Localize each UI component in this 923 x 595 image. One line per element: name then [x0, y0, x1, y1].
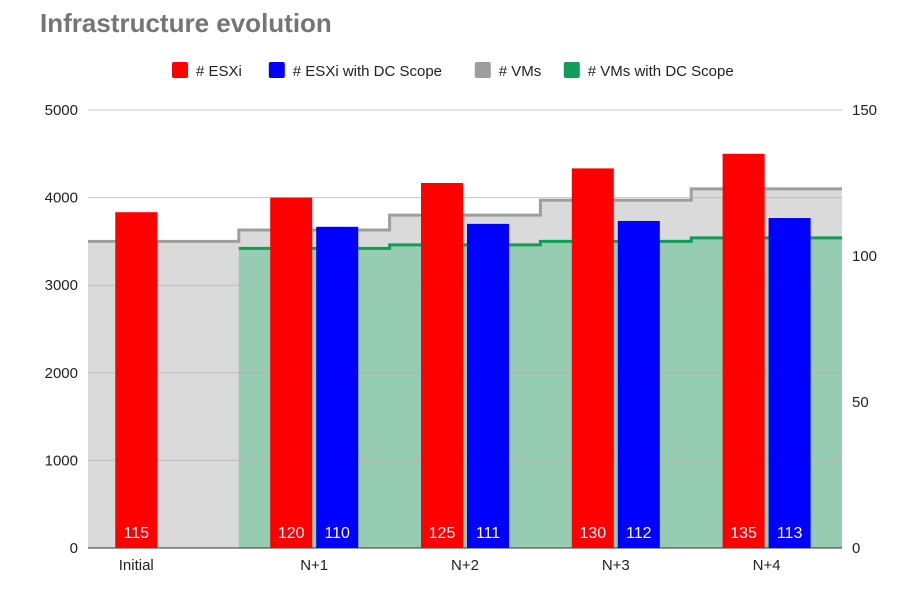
data-label: 112 [626, 525, 652, 542]
x-tick-label: N+1 [300, 557, 328, 574]
legend-label-1: # ESXi with DC Scope [293, 63, 442, 80]
x-tick-label: N+4 [753, 557, 781, 574]
bar-0-0 [115, 212, 158, 548]
data-label: 113 [777, 525, 803, 542]
data-label: 130 [579, 525, 606, 542]
right-tick-label: 150 [852, 102, 877, 119]
right-tick-label: 100 [852, 248, 877, 265]
right-tick-label: 50 [852, 394, 869, 411]
bar-layer: 115 120 110 125 111 130 112 135 113 [115, 153, 811, 549]
data-label: 110 [324, 525, 350, 542]
bar-1-1 [316, 226, 359, 549]
data-label: 135 [730, 525, 757, 542]
chart-title: Infrastructure evolution [40, 8, 332, 38]
left-tick-label: 0 [70, 540, 78, 557]
right-tick-label: 0 [852, 540, 860, 557]
bar-1-2 [467, 223, 509, 548]
bar-0-4 [722, 153, 765, 549]
legend-label-2: # VMs [499, 63, 542, 80]
bar-1-3 [617, 220, 660, 548]
data-label: 115 [123, 525, 149, 542]
data-label: 125 [429, 525, 456, 542]
left-tick-label: 1000 [45, 452, 78, 469]
axes-layer: 0 1000 2000 3000 4000 5000 0 50 100 150 Initial N+1… [45, 102, 877, 574]
x-tick-label: Initial [119, 557, 154, 574]
bar-0-1 [270, 197, 313, 548]
legend-label-0: # ESXi [196, 63, 242, 80]
line-series-1 [238, 236, 842, 250]
data-label: 120 [278, 525, 305, 542]
line-series-0 [88, 187, 842, 243]
legend-swatch-3 [563, 62, 580, 78]
x-tick-label: N+2 [451, 557, 479, 574]
legend: # ESXi # ESXi with DC Scope # VMs # VMs wit… [172, 62, 734, 80]
legend-swatch-0 [172, 62, 188, 78]
grid-layer [88, 109, 842, 549]
legend-label-3: # VMs with DC Scope [588, 63, 734, 80]
data-label: 111 [476, 525, 500, 542]
bar-1-4 [768, 218, 811, 549]
area-series-1 [238, 237, 843, 548]
legend-swatch-2 [474, 62, 491, 78]
x-tick-label: N+3 [602, 557, 630, 574]
left-tick-label: 3000 [45, 277, 78, 294]
line-layer [88, 187, 842, 250]
left-tick-label: 2000 [45, 365, 78, 382]
left-tick-label: 5000 [45, 102, 78, 119]
bar-0-3 [571, 168, 614, 548]
left-tick-label: 4000 [45, 190, 78, 207]
legend-swatch-1 [268, 62, 285, 78]
bar-0-2 [421, 183, 463, 548]
